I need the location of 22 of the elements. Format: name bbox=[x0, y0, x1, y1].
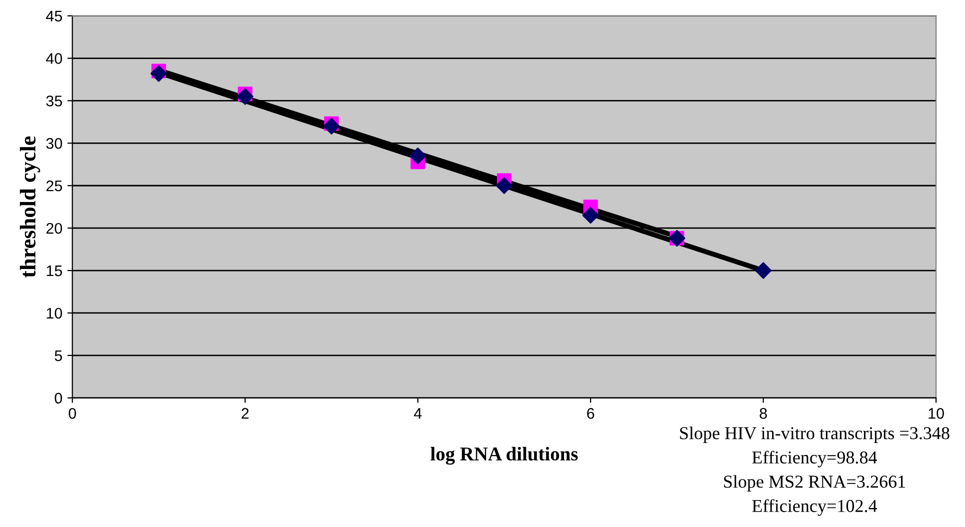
x-tick-label: 8 bbox=[760, 408, 767, 419]
y-tick-label: 30 bbox=[46, 138, 62, 149]
y-tick-label: 20 bbox=[46, 222, 62, 234]
y-tick-label: 45 bbox=[46, 10, 62, 22]
y-tick-label: 10 bbox=[46, 308, 62, 319]
x-axis-title: log RNA dilutions bbox=[430, 446, 578, 465]
x-tick-label: 2 bbox=[242, 408, 249, 419]
x-tick-label: 10 bbox=[928, 408, 944, 419]
y-tick-label: 15 bbox=[46, 266, 62, 276]
x-tick-label: 6 bbox=[587, 408, 594, 419]
x-tick-label: 0 bbox=[68, 408, 76, 419]
text: Efficiency=102.4 bbox=[752, 499, 878, 516]
text: Slope HIV in-vitro transcripts =3.348 bbox=[680, 426, 950, 443]
text: Efficiency=98.84 bbox=[752, 450, 878, 468]
y-tick-label: 0 bbox=[54, 392, 62, 404]
y-tick-label: 40 bbox=[46, 53, 62, 64]
y-tick-label: 5 bbox=[54, 350, 62, 362]
text: Slope MS2 RNA=3.2661 bbox=[724, 475, 905, 492]
y-tick-label: 35 bbox=[46, 96, 62, 106]
y-axis-title: threshold cycle bbox=[20, 136, 40, 278]
x-tick-label: 4 bbox=[414, 408, 422, 419]
y-tick-label: 25 bbox=[46, 180, 62, 192]
